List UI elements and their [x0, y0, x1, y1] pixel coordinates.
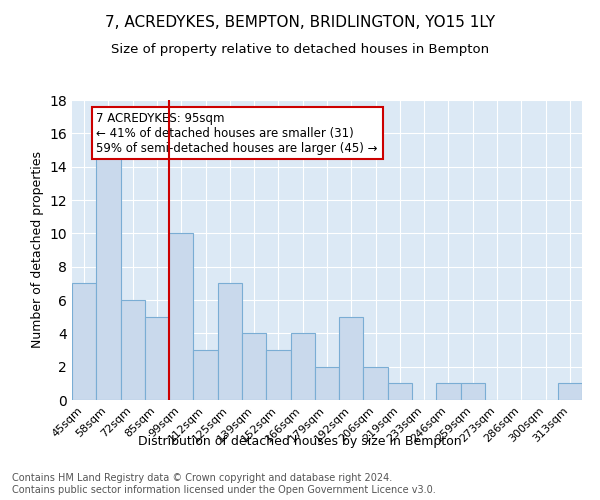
- Bar: [218, 284, 242, 400]
- Bar: [339, 316, 364, 400]
- Bar: [169, 234, 193, 400]
- Bar: [436, 384, 461, 400]
- Text: Contains HM Land Registry data © Crown copyright and database right 2024.
Contai: Contains HM Land Registry data © Crown c…: [12, 474, 436, 495]
- Text: Size of property relative to detached houses in Bempton: Size of property relative to detached ho…: [111, 42, 489, 56]
- Text: Distribution of detached houses by size in Bempton: Distribution of detached houses by size …: [138, 435, 462, 448]
- Bar: [266, 350, 290, 400]
- Bar: [193, 350, 218, 400]
- Bar: [96, 150, 121, 400]
- Bar: [290, 334, 315, 400]
- Text: 7 ACREDYKES: 95sqm
← 41% of detached houses are smaller (31)
59% of semi-detache: 7 ACREDYKES: 95sqm ← 41% of detached hou…: [96, 112, 378, 154]
- Bar: [121, 300, 145, 400]
- Y-axis label: Number of detached properties: Number of detached properties: [31, 152, 44, 348]
- Bar: [461, 384, 485, 400]
- Text: 7, ACREDYKES, BEMPTON, BRIDLINGTON, YO15 1LY: 7, ACREDYKES, BEMPTON, BRIDLINGTON, YO15…: [105, 15, 495, 30]
- Bar: [72, 284, 96, 400]
- Bar: [558, 384, 582, 400]
- Bar: [242, 334, 266, 400]
- Bar: [364, 366, 388, 400]
- Bar: [145, 316, 169, 400]
- Bar: [388, 384, 412, 400]
- Bar: [315, 366, 339, 400]
